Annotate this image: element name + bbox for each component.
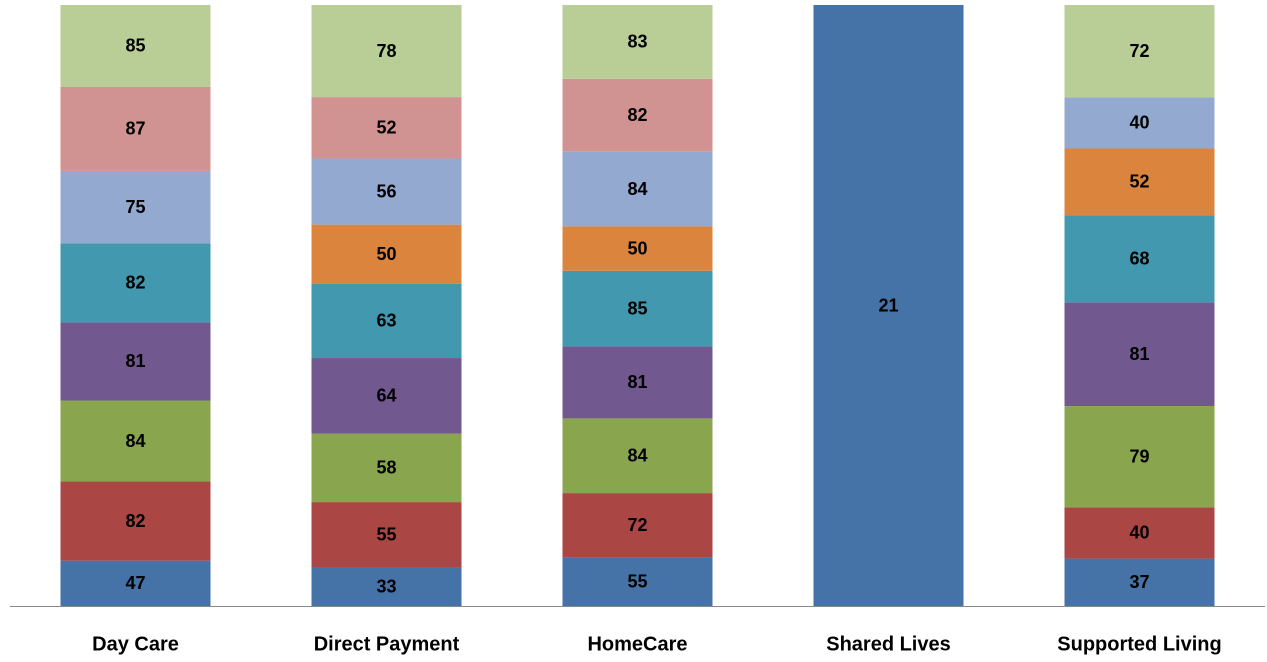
bar-segment (60, 86, 211, 171)
bar-segment (1064, 302, 1215, 407)
data-label: 50 (627, 238, 647, 258)
bar-segment (1064, 406, 1215, 508)
bar-segment (311, 158, 462, 225)
bar-segment (562, 557, 713, 606)
bar-segment (1064, 507, 1215, 559)
x-tick-label: Shared Lives (826, 633, 951, 655)
bar-segment (1064, 215, 1215, 303)
bar-segment (311, 224, 462, 284)
data-label: 78 (376, 41, 396, 61)
data-label: 82 (125, 273, 145, 293)
data-label: 21 (878, 295, 898, 315)
data-label: 64 (376, 386, 396, 406)
x-tick-label: Day Care (92, 633, 179, 655)
data-label: 55 (376, 524, 396, 544)
bar-segment (562, 151, 713, 227)
data-label: 56 (376, 181, 396, 201)
bar-segment (562, 346, 713, 419)
data-label: 68 (1129, 248, 1149, 268)
data-label: 33 (376, 576, 396, 596)
bar-segment (562, 78, 713, 152)
bar-segment (562, 226, 713, 271)
data-label: 47 (125, 573, 145, 593)
data-label: 81 (125, 351, 145, 371)
bar-segment (311, 97, 462, 159)
data-label: 72 (1129, 41, 1149, 61)
bar-segment (562, 418, 713, 494)
data-label: 85 (627, 298, 647, 318)
x-tick-label: Direct Payment (314, 633, 460, 655)
bar-segment (311, 358, 462, 434)
data-label: 72 (627, 515, 647, 535)
data-label: 81 (1129, 344, 1149, 364)
data-label: 63 (376, 311, 396, 331)
bar-segment (1064, 5, 1215, 98)
bar-segment (311, 433, 462, 503)
data-label: 79 (1129, 446, 1149, 466)
data-label: 84 (627, 446, 647, 466)
data-label: 52 (1129, 172, 1149, 192)
data-label: 50 (376, 244, 396, 264)
data-label: 82 (627, 105, 647, 125)
data-label: 40 (1129, 523, 1149, 543)
data-label: 52 (376, 118, 396, 138)
data-label: 84 (627, 179, 647, 199)
data-label: 81 (627, 372, 647, 392)
bar-segment (60, 400, 211, 482)
data-label: 85 (125, 36, 145, 56)
data-label: 75 (125, 197, 145, 217)
bar-segment (60, 481, 211, 561)
bar-segment (60, 170, 211, 244)
bar-segment (813, 5, 964, 606)
bar-segment (562, 5, 713, 79)
bar-segment (311, 567, 462, 606)
bar-segment (311, 502, 462, 568)
bar-segment (1064, 97, 1215, 149)
bar-segment (562, 493, 713, 558)
x-tick-label: HomeCare (587, 633, 687, 655)
data-label: 55 (627, 571, 647, 591)
x-tick-label: Supported Living (1057, 633, 1221, 655)
bar-segment (60, 560, 211, 606)
data-label: 40 (1129, 113, 1149, 133)
bar-segment (1064, 558, 1215, 606)
bar-segment (60, 5, 211, 87)
bar-segment (1064, 148, 1215, 216)
bar-segment (562, 270, 713, 347)
bar-segment (60, 243, 211, 323)
bar-segment (60, 322, 211, 401)
data-label: 83 (627, 32, 647, 52)
data-label: 58 (376, 458, 396, 478)
bar-segment (311, 283, 462, 359)
data-label: 84 (125, 431, 145, 451)
data-label: 37 (1129, 572, 1149, 592)
data-label: 87 (125, 119, 145, 139)
data-label: 82 (125, 511, 145, 531)
bar-segment (311, 5, 462, 98)
